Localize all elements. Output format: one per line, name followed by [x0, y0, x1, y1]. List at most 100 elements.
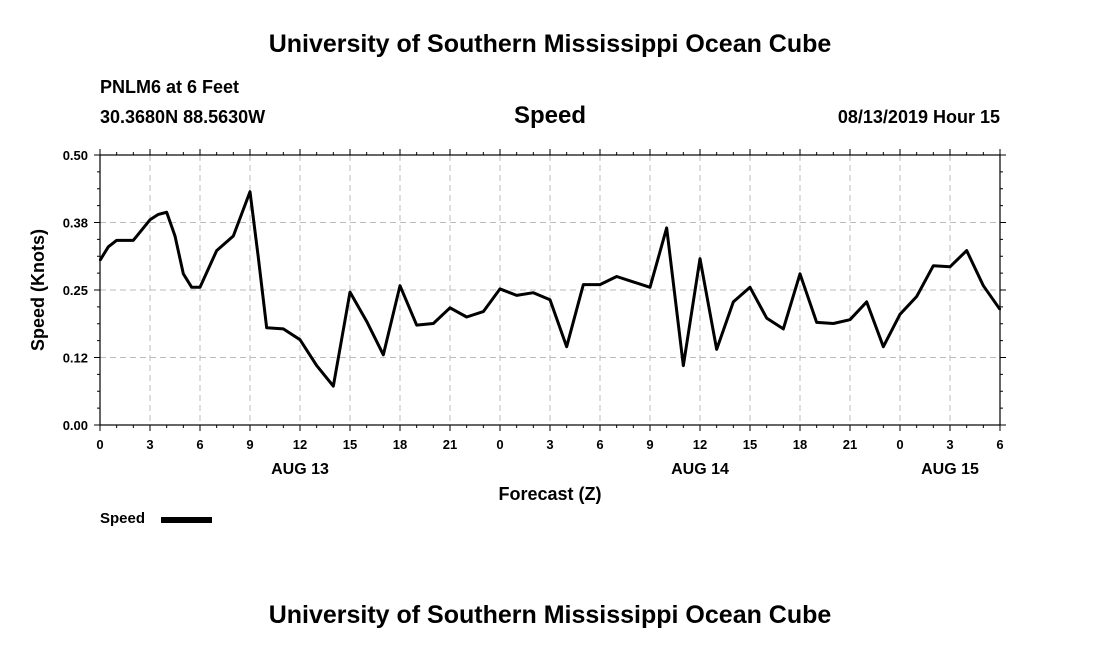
data-point	[632, 280, 635, 283]
data-point	[449, 306, 451, 309]
date-label: AUG 14	[671, 461, 729, 478]
data-point	[865, 300, 868, 303]
axis-labels: 0.00 0.12 0.25 0.38 0.50 0 3 6 9 12 15 18 21 0 3 6 9 12 15…	[63, 148, 1004, 478]
data-point	[732, 300, 735, 303]
x-tick-label: 12	[693, 437, 707, 452]
x-tick-label: 18	[393, 437, 407, 452]
x-tick-label: 9	[646, 437, 653, 452]
variable-title: Speed	[513, 102, 587, 129]
legend-label: Speed	[100, 510, 146, 527]
date-label: AUG 13	[271, 461, 329, 478]
y-tick-label: 0.12	[63, 351, 88, 366]
data-point	[932, 264, 935, 267]
x-axis-title: Forecast (Z)	[498, 484, 601, 504]
data-point	[249, 190, 251, 193]
data-point	[549, 298, 551, 301]
data-point	[882, 345, 885, 348]
data-point	[299, 338, 301, 341]
data-point	[199, 286, 201, 289]
data-point	[399, 284, 401, 287]
data-point	[749, 286, 751, 289]
data-point	[915, 295, 918, 298]
data-point	[965, 249, 968, 252]
x-tick-label: 12	[293, 437, 307, 452]
data-point	[682, 364, 685, 367]
x-tick-label: 6	[596, 437, 603, 452]
data-point	[99, 259, 101, 262]
data-point	[365, 320, 368, 323]
data-point	[599, 283, 601, 286]
data-point	[232, 235, 235, 237]
data-point	[715, 348, 718, 351]
data-point	[799, 272, 801, 275]
data-point	[899, 313, 901, 316]
grid	[100, 155, 1000, 425]
data-point	[582, 283, 585, 286]
station-label: PNLM6 at 6 Feet	[100, 77, 240, 97]
data-point	[649, 286, 651, 289]
data-point	[765, 317, 768, 320]
x-tick-label: 0	[96, 437, 103, 452]
data-point	[215, 249, 218, 252]
x-tick-label: 21	[843, 437, 857, 452]
data-point	[815, 321, 818, 324]
y-axis-title: Speed (Knots)	[28, 229, 48, 351]
x-tick-label: 3	[546, 437, 553, 452]
data-point	[174, 235, 176, 237]
data-point	[182, 272, 185, 275]
data-point	[482, 310, 485, 313]
data-point	[565, 345, 568, 348]
data-point	[257, 256, 260, 259]
y-tick-label: 0.50	[63, 148, 88, 163]
x-tick-label: 6	[996, 437, 1003, 452]
y-tick-label: 0.00	[63, 418, 88, 433]
x-tick-label: 3	[946, 437, 953, 452]
data-point	[532, 291, 535, 294]
data-point	[190, 286, 193, 289]
data-point	[132, 239, 135, 242]
data-point	[832, 322, 835, 325]
data-point	[265, 326, 268, 329]
series-layer	[98, 190, 1002, 388]
data-point	[165, 211, 168, 214]
data-point	[349, 291, 351, 294]
data-point	[515, 294, 518, 297]
date-label: AUG 15	[921, 461, 979, 478]
data-point	[665, 226, 668, 229]
x-tick-label: 15	[343, 437, 357, 452]
data-point	[949, 265, 951, 268]
data-point	[315, 364, 318, 367]
x-tick-label: 0	[896, 437, 903, 452]
data-point	[107, 245, 110, 248]
data-point	[849, 318, 851, 321]
chart-title-top: University of Southern Mississippi Ocean…	[268, 30, 832, 58]
axis-ticks	[94, 149, 1006, 431]
data-point	[432, 322, 435, 325]
coordinates-label: 30.3680N 88.5630W	[100, 107, 266, 127]
data-point	[499, 287, 501, 290]
data-point	[782, 327, 785, 330]
x-tick-label: 18	[793, 437, 807, 452]
data-point	[332, 385, 335, 388]
series-line-speed	[98, 190, 1002, 388]
data-point	[615, 275, 618, 278]
x-tick-label: 0	[496, 437, 503, 452]
timestamp-label: 08/13/2019 Hour 15	[837, 107, 1000, 127]
data-point	[699, 257, 701, 260]
data-point	[382, 353, 385, 356]
data-point	[465, 316, 468, 318]
data-point	[282, 327, 285, 330]
y-tick-label: 0.38	[63, 216, 88, 231]
data-point	[115, 239, 118, 242]
x-tick-label: 15	[743, 437, 757, 452]
x-tick-label: 9	[246, 437, 253, 452]
data-point	[157, 213, 160, 216]
data-point	[415, 324, 418, 327]
data-point	[982, 284, 985, 287]
x-tick-label: 6	[196, 437, 203, 452]
y-tick-label: 0.25	[63, 283, 88, 298]
x-tick-label: 21	[443, 437, 457, 452]
data-point	[149, 218, 151, 221]
data-point	[999, 308, 1001, 311]
